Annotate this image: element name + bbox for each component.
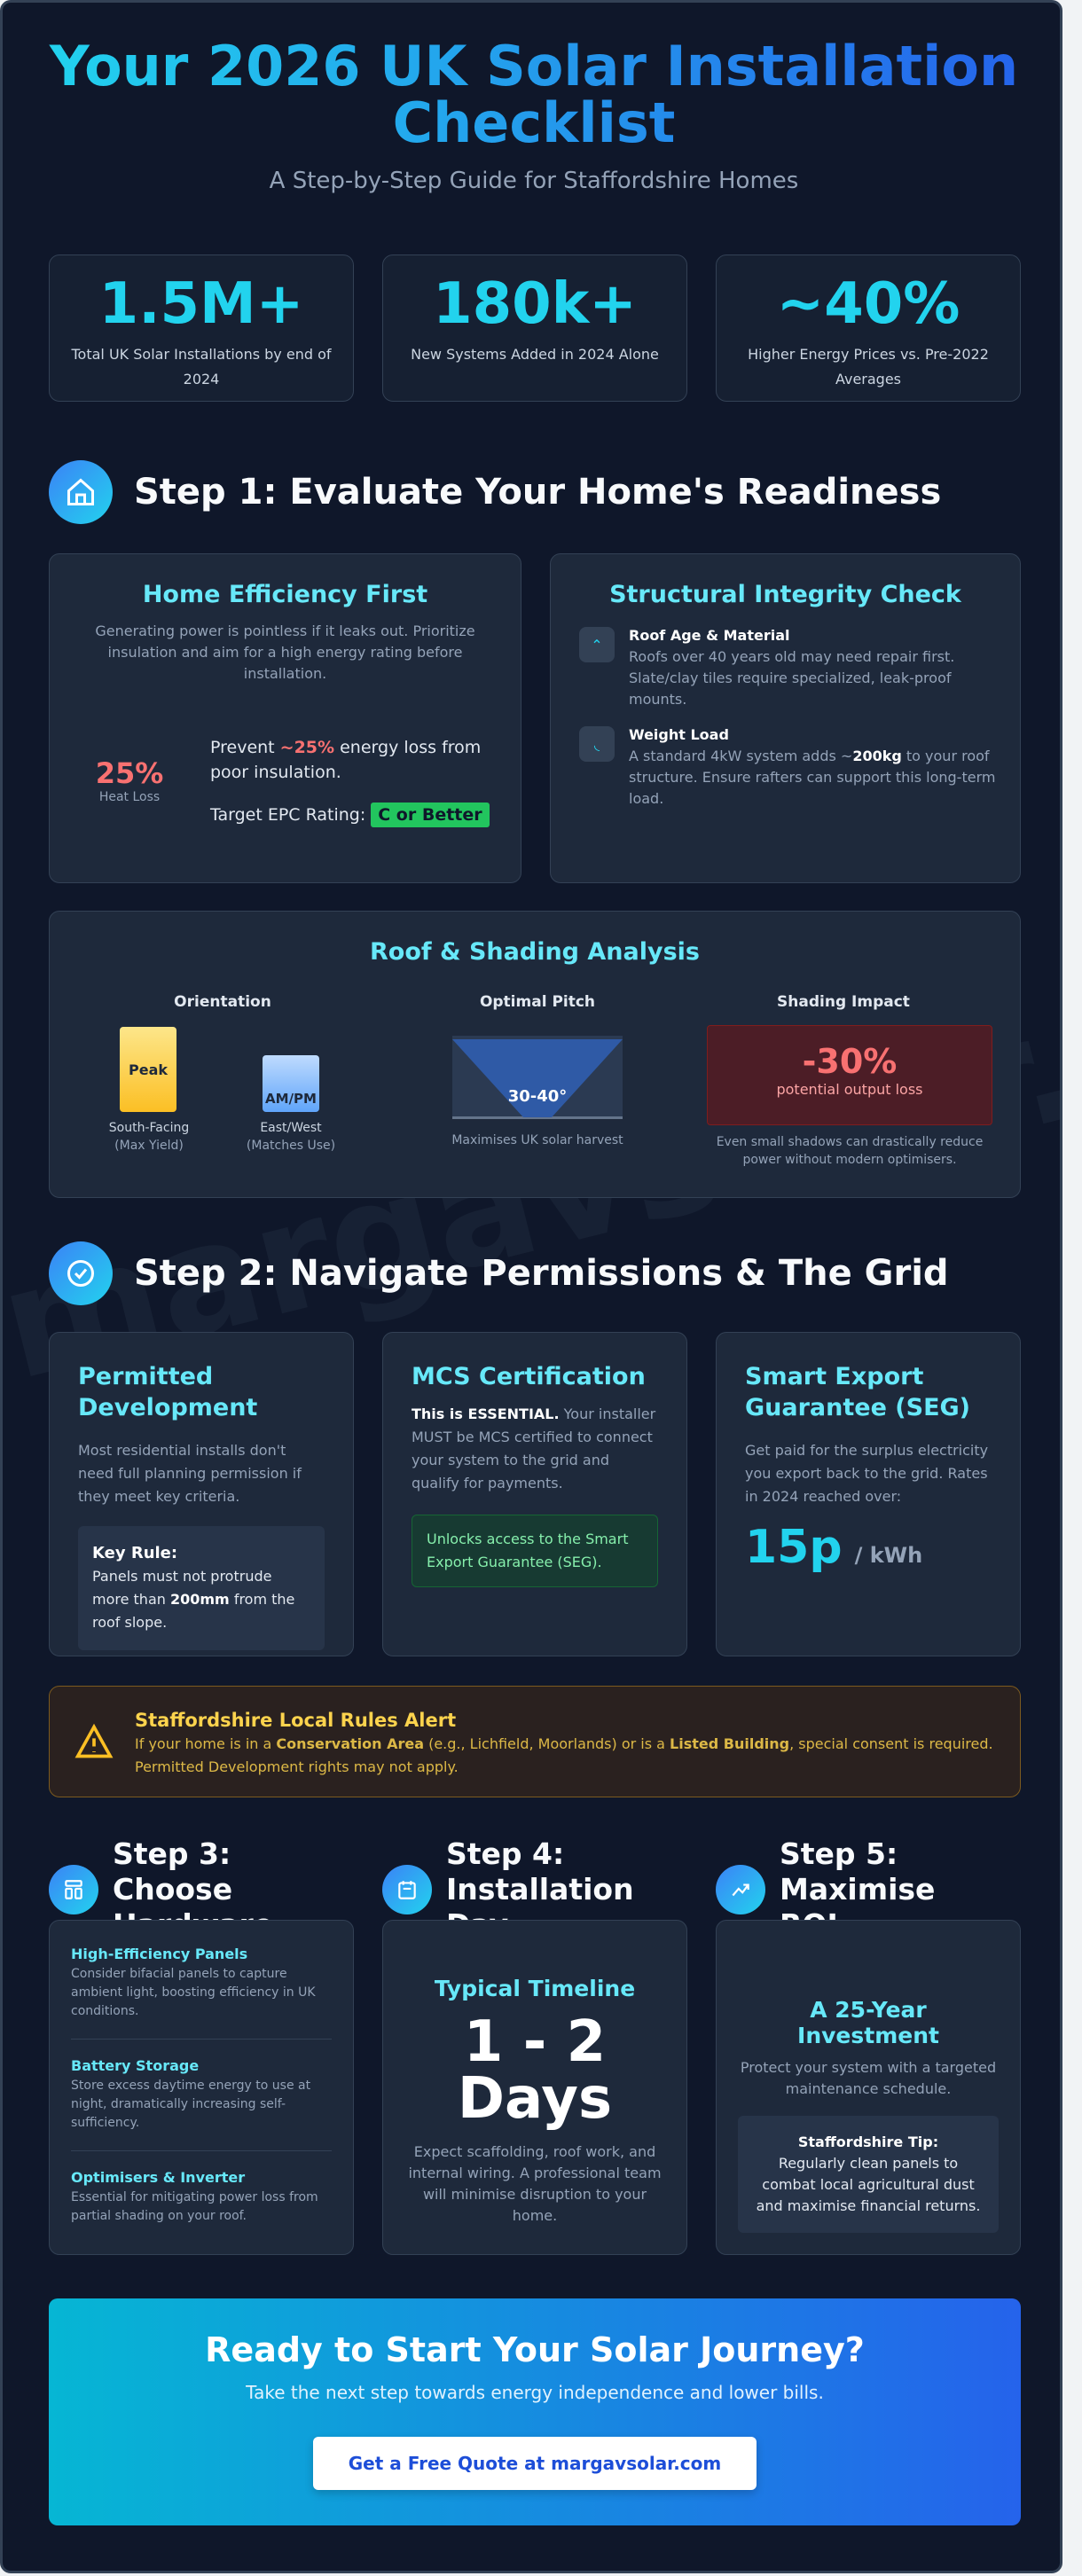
heat-loss-value: 25% <box>95 756 164 790</box>
stat-value: 1.5M+ <box>98 271 304 337</box>
pitch-diagram: 30-40° <box>452 1036 623 1119</box>
tip-box: Staffordshire Tip: Regularly clean panel… <box>738 2116 999 2233</box>
ew-sub: (Matches Use) <box>246 1139 336 1153</box>
item-text: A standard 4kW system adds ~200kg to you… <box>629 748 996 807</box>
seg-unit: / kWh <box>854 1543 923 1568</box>
shading-title: Shading Impact <box>777 993 910 1011</box>
shading-label: potential output loss <box>776 1081 923 1098</box>
step-2-header: Step 2: Navigate Permissions & The Grid <box>49 1241 949 1305</box>
card-desc: Generating power is pointless if it leak… <box>95 622 475 682</box>
card-title: Home Efficiency First <box>142 581 428 608</box>
heat-loss-label: Heat Loss <box>98 790 161 804</box>
stat-card: 1.5M+ Total UK Solar Installations by end… <box>49 254 354 402</box>
calendar-icon <box>382 1865 432 1914</box>
weight-icon: ◟ <box>579 726 615 762</box>
key-rule-title: Key Rule: <box>92 1544 178 1562</box>
hardware-card: High-Efficiency Panels Consider bifacial… <box>49 1920 354 2255</box>
cta-title: Ready to Start Your Solar Journey? <box>205 2330 865 2369</box>
item-title: Roof Age & Material <box>629 627 790 644</box>
trending-up-icon <box>716 1865 765 1914</box>
hardware-icon <box>49 1865 98 1914</box>
stat-label: Higher Energy Prices vs. Pre-2022 Averag… <box>748 346 989 388</box>
check-circle-icon <box>49 1241 113 1305</box>
card-title: A 25-Year Investment <box>797 1997 939 2048</box>
home-icon <box>49 460 113 524</box>
shading-box: -30% potential output loss <box>707 1025 992 1125</box>
card-title: Roof & Shading Analysis <box>370 938 700 966</box>
epc-rating: Target EPC Rating: C or Better <box>210 803 490 827</box>
stat-value: 180k+ <box>433 271 637 337</box>
hardware-item-title: Optimisers & Inverter <box>71 2169 246 2186</box>
card-desc: Most residential installs don't need ful… <box>78 1442 302 1505</box>
key-rule-box: Key Rule: Panels must not protrude more … <box>78 1526 325 1650</box>
hardware-item-text: Essential for mitigating power loss from… <box>71 2190 318 2223</box>
card-title: Smart Export Guarantee (SEG) <box>745 1363 971 1421</box>
structural-card: Structural Integrity Check ⌃ Roof Age & … <box>550 553 1021 883</box>
roi-card: A 25-Year Investment Protect your system… <box>716 1920 1021 2255</box>
card-desc: This is ESSENTIAL. Your installer MUST b… <box>412 1405 656 1492</box>
east-west-bar: AM/PM <box>263 1055 319 1112</box>
alert-title: Staffordshire Local Rules Alert <box>135 1710 457 1731</box>
roof-shading-card: Roof & Shading Analysis Orientation Peak… <box>49 911 1021 1198</box>
mcs-card: MCS Certification This is ESSENTIAL. You… <box>382 1332 687 1656</box>
item-text: Roofs over 40 years old may need repair … <box>629 648 955 708</box>
seg-note: Unlocks access to the Smart Export Guara… <box>412 1515 658 1587</box>
stat-card: 180k+ New Systems Added in 2024 Alone <box>382 254 687 402</box>
stat-value: ~40% <box>776 271 960 337</box>
tip-text: Regularly clean panels to combat local a… <box>756 2155 981 2214</box>
step-1-header: Step 1: Evaluate Your Home's Readiness <box>49 460 941 524</box>
step-4-header: Step 4: Installation Day <box>382 1836 694 1943</box>
local-rules-alert: Staffordshire Local Rules Alert If your … <box>49 1686 1021 1797</box>
card-desc: Get paid for the surplus electricity you… <box>745 1442 989 1505</box>
alert-text: If your home is in a Conservation Area (… <box>135 1735 993 1775</box>
tip-title: Staffordshire Tip: <box>797 2134 939 2150</box>
page-subtitle: A Step-by-Step Guide for Staffordshire H… <box>269 168 799 194</box>
hardware-item-text: Store excess daytime energy to use at ni… <box>71 2079 311 2130</box>
page-title: Your 2026 UK Solar Installation Checklis… <box>38 38 1030 152</box>
south-label: South-Facing <box>108 1121 190 1135</box>
home-efficiency-card: Home Efficiency First Generating power i… <box>49 553 521 883</box>
south-bar: Peak <box>120 1027 176 1112</box>
item-title: Weight Load <box>629 726 729 743</box>
ew-label: East/West <box>260 1121 322 1135</box>
pitch-triangle <box>452 1039 623 1117</box>
pitch-caption: Maximises UK solar harvest <box>451 1133 623 1147</box>
card-desc: Expect scaffolding, roof work, and inter… <box>408 2143 662 2224</box>
hardware-item-text: Consider bifacial panels to capture ambi… <box>71 1967 316 2018</box>
seg-card: Smart Export Guarantee (SEG) Get paid fo… <box>716 1332 1021 1656</box>
chevron-up-icon: ⌃ <box>579 627 615 662</box>
card-title: Typical Timeline <box>434 1976 636 2001</box>
orientation-title: Orientation <box>174 993 271 1011</box>
stat-card: ~40% Higher Energy Prices vs. Pre-2022 Av… <box>716 254 1021 402</box>
step-title: Step 1: Evaluate Your Home's Readiness <box>134 472 942 513</box>
warning-icon <box>74 1722 114 1765</box>
key-rule-text: Panels must not protrude more than 200mm… <box>92 1568 295 1631</box>
step-title: Step 4: Installation Day <box>446 1836 634 1942</box>
cta-subtitle: Take the next step towards energy indepe… <box>246 2382 824 2403</box>
seg-rate: 15p <box>745 1521 843 1574</box>
stat-label: Total UK Solar Installations by end of 2… <box>71 346 332 388</box>
timeline-value: 1 - 2 Days <box>457 2009 613 2132</box>
prevent-text: Prevent ~25% energy loss from poor insul… <box>210 738 482 782</box>
card-title: Structural Integrity Check <box>609 581 961 608</box>
hardware-item-title: High-Efficiency Panels <box>71 1946 248 1962</box>
step-title: Step 2: Navigate Permissions & The Grid <box>134 1253 949 1294</box>
card-title: MCS Certification <box>412 1363 646 1390</box>
timeline-card: Typical Timeline 1 - 2 Days Expect scaff… <box>382 1920 687 2255</box>
pitch-value: 30-40° <box>507 1087 568 1106</box>
card-desc: Protect your system with a targeted main… <box>740 2059 997 2097</box>
shading-value: -30% <box>802 1042 898 1081</box>
hardware-item-title: Battery Storage <box>71 2057 200 2074</box>
get-quote-button[interactable]: Get a Free Quote at margavsolar.com <box>313 2437 757 2490</box>
card-title: Permitted Development <box>78 1363 258 1421</box>
shading-caption: Even small shadows can drastically reduc… <box>716 1135 984 1167</box>
south-sub: (Max Yield) <box>114 1139 184 1153</box>
permitted-development-card: Permitted Development Most residential i… <box>49 1332 354 1656</box>
cta-banner: Ready to Start Your Solar Journey? Take … <box>49 2298 1021 2525</box>
epc-badge: C or Better <box>371 803 490 827</box>
pitch-title: Optimal Pitch <box>479 993 596 1011</box>
stat-label: New Systems Added in 2024 Alone <box>411 346 659 363</box>
